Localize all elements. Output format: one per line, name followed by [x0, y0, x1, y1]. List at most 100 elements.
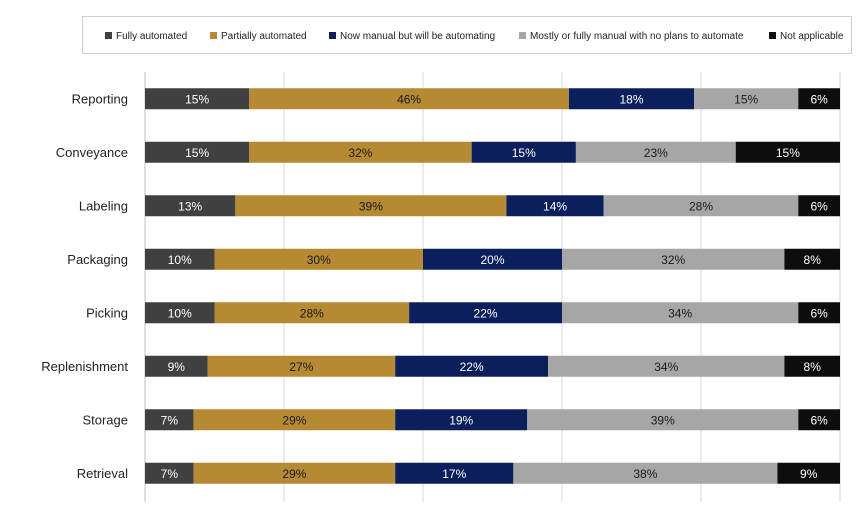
data-label: 15%	[734, 92, 758, 106]
data-label: 38%	[633, 467, 657, 481]
category-label: Packaging	[67, 252, 128, 267]
bar-segment	[249, 88, 569, 110]
data-label: 9%	[168, 360, 186, 374]
legend-label: Fully automated	[116, 31, 188, 42]
data-label: 7%	[161, 467, 179, 481]
legend-label: Now manual but will be automating	[340, 31, 496, 42]
bar-segment	[784, 355, 840, 377]
bar-segment	[562, 248, 785, 270]
category-label: Replenishment	[41, 359, 128, 374]
legend-item-mostly-manual: Mostly or fully manual with no plans to …	[519, 31, 743, 42]
data-label: 39%	[359, 199, 383, 213]
bar-segment	[471, 141, 576, 163]
grid	[144, 72, 841, 502]
category-label: Retrieval	[77, 466, 128, 481]
data-label: 23%	[644, 146, 668, 160]
data-label: 10%	[168, 253, 192, 267]
bar-segment	[568, 88, 695, 110]
bars: 15% 46% 18% 15% 6% 15% 32% 15% 23% 15% 13% 39% 14% 28…	[145, 88, 840, 484]
data-label: 32%	[661, 253, 685, 267]
bar-segment	[145, 88, 250, 110]
legend-label: Partially automated	[221, 31, 307, 42]
category-label: Picking	[86, 305, 128, 320]
bar-segment	[548, 355, 785, 377]
data-label: 20%	[480, 253, 504, 267]
data-label: 7%	[161, 413, 179, 427]
bar-segment	[798, 302, 840, 324]
bar-segment	[145, 141, 250, 163]
bar-segment	[562, 302, 799, 324]
legend-item-now-manual: Now manual but will be automating	[329, 31, 495, 42]
data-label: 17%	[442, 467, 466, 481]
bar-segment	[506, 195, 604, 217]
data-label: 27%	[289, 360, 313, 374]
bar-segment	[777, 462, 840, 484]
bar-segment	[575, 141, 736, 163]
bar-segment	[694, 88, 799, 110]
data-label: 15%	[185, 146, 209, 160]
data-label: 22%	[474, 306, 498, 320]
bar-segment	[145, 195, 236, 217]
bar-segment	[395, 462, 514, 484]
category-label: Storage	[82, 412, 128, 427]
data-label: 10%	[168, 306, 192, 320]
data-label: 34%	[668, 306, 692, 320]
data-label: 6%	[810, 199, 828, 213]
legend-item-not-applicable: Not applicable	[769, 31, 843, 42]
data-label: 29%	[282, 467, 306, 481]
legend-swatch-partially-automated	[210, 32, 217, 39]
bar-segment	[235, 195, 507, 217]
bar-segment	[249, 141, 472, 163]
legend-label: Not applicable	[780, 31, 844, 42]
legend-swatch-not-applicable	[769, 32, 776, 39]
data-label: 8%	[804, 360, 822, 374]
legend-swatch-mostly-manual	[519, 32, 526, 39]
bar-segment	[145, 355, 208, 377]
bar-segment	[527, 409, 799, 431]
data-label: 30%	[307, 253, 331, 267]
bar-segment	[193, 462, 396, 484]
data-label: 9%	[800, 467, 818, 481]
bar-segment	[784, 248, 840, 270]
bar-segment	[395, 355, 549, 377]
category-label: Conveyance	[56, 145, 128, 160]
data-label: 32%	[348, 146, 372, 160]
legend-swatch-fully-automated	[105, 32, 112, 39]
data-label: 28%	[689, 199, 713, 213]
legend-item-partially-automated: Partially automated	[210, 31, 307, 42]
legend-swatch-now-manual	[329, 32, 336, 39]
bar-segment	[735, 141, 840, 163]
data-label: 46%	[397, 92, 421, 106]
data-label: 19%	[449, 413, 473, 427]
bar-segment	[798, 195, 840, 217]
data-label: 15%	[185, 92, 209, 106]
bar-segment	[145, 248, 215, 270]
bar-segment	[145, 462, 194, 484]
bar-segment	[193, 409, 396, 431]
legend-label: Mostly or fully manual with no plans to …	[530, 31, 744, 42]
data-label: 13%	[178, 199, 202, 213]
data-label: 29%	[282, 413, 306, 427]
bar-segment	[145, 302, 215, 324]
data-label: 8%	[804, 253, 822, 267]
bar-segment	[798, 409, 840, 431]
category-labels: Reporting Conveyance Labeling Packaging Pick…	[41, 91, 128, 481]
data-label: 6%	[810, 306, 828, 320]
data-label: 15%	[512, 146, 536, 160]
data-label: 39%	[651, 413, 675, 427]
bar-segment	[207, 355, 396, 377]
bar-segment	[145, 409, 194, 431]
bar-segment	[409, 302, 562, 324]
legend-item-fully-automated: Fully automated	[105, 31, 187, 42]
data-label: 18%	[619, 92, 643, 106]
data-label: 22%	[460, 360, 484, 374]
bar-segment	[603, 195, 799, 217]
data-label: 15%	[776, 146, 800, 160]
legend: Fully automated Partially automated Now …	[82, 16, 852, 54]
bar-segment	[395, 409, 528, 431]
data-label: 6%	[810, 413, 828, 427]
bar-segment	[513, 462, 778, 484]
data-label: 34%	[654, 360, 678, 374]
category-label: Labeling	[79, 198, 128, 213]
